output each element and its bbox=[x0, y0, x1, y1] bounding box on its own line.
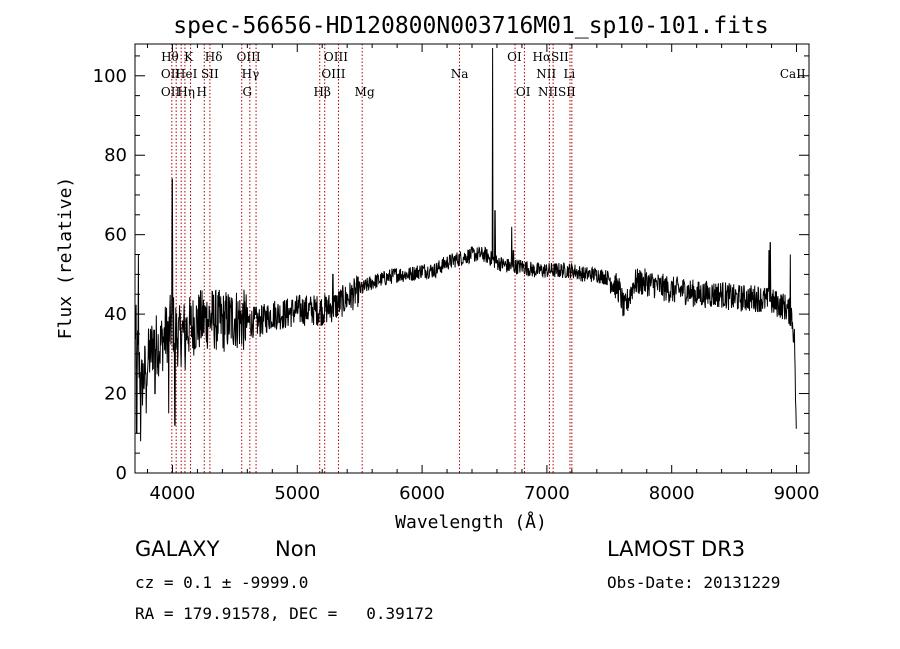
marker-label: OI bbox=[507, 50, 522, 64]
object-class: GALAXY bbox=[135, 537, 220, 561]
marker-label: Li bbox=[563, 67, 575, 81]
marker-label: OIII bbox=[237, 50, 261, 64]
y-axis-label: Flux (relative) bbox=[55, 177, 76, 340]
y-tick-label: 20 bbox=[104, 384, 127, 405]
marker-label: HeI bbox=[175, 67, 198, 81]
x-tick-label: 9000 bbox=[774, 483, 820, 504]
x-tick-label: 5000 bbox=[274, 483, 320, 504]
x-tick-label: 7000 bbox=[524, 483, 570, 504]
chart-title: spec-56656-HD120800N003716M01_sp10-101.f… bbox=[173, 13, 768, 39]
x-axis-ticks: 4000 5000 6000 7000 8000 9000 bbox=[146, 44, 820, 504]
marker-label: OIII bbox=[324, 50, 348, 64]
marker-label: G bbox=[243, 85, 253, 99]
x-tick-label: 6000 bbox=[399, 483, 445, 504]
y-tick-label: 40 bbox=[104, 304, 127, 325]
marker-label: H bbox=[197, 85, 207, 99]
y-tick-label: 100 bbox=[93, 66, 127, 87]
marker-label: Hθ bbox=[161, 50, 179, 64]
obs-date: Obs-Date: 20131229 bbox=[607, 573, 781, 592]
marker-label: HαSII bbox=[532, 50, 569, 64]
marker-label: Hβ bbox=[314, 85, 331, 99]
marker-label: OII bbox=[161, 85, 181, 99]
ra-dec-line: RA = 179.91578, DEC = 0.39172 bbox=[135, 604, 434, 623]
marker-label: NII bbox=[536, 67, 556, 81]
y-tick-label: 60 bbox=[104, 225, 127, 246]
x-tick-label: 4000 bbox=[150, 483, 196, 504]
plot-frame bbox=[134, 43, 810, 474]
y-axis-ticks: 0 20 40 60 80 100 bbox=[93, 55, 809, 484]
marker-label: Na bbox=[451, 67, 469, 81]
marker-label: NIISII bbox=[538, 85, 576, 99]
marker-label: CaII bbox=[780, 67, 806, 81]
marker-label: Hγ bbox=[242, 67, 260, 81]
marker-label: Hη bbox=[177, 85, 195, 99]
y-tick-label: 80 bbox=[104, 145, 127, 166]
marker-label: Hδ bbox=[205, 50, 223, 64]
marker-label: OIII bbox=[321, 67, 345, 81]
redshift-line: cz = 0.1 ± -9999.0 bbox=[135, 573, 309, 592]
marker-label: Mg bbox=[355, 85, 375, 99]
spectrum-line bbox=[134, 47, 797, 442]
x-axis-label: Wavelength (Å) bbox=[395, 511, 547, 533]
marker-label: K bbox=[184, 50, 194, 64]
x-tick-label: 8000 bbox=[649, 483, 695, 504]
marker-label: OI bbox=[516, 85, 531, 99]
survey-label: LAMOST DR3 bbox=[607, 537, 746, 561]
marker-label: OII bbox=[161, 67, 181, 81]
object-subclass: Non bbox=[275, 537, 317, 561]
y-tick-label: 0 bbox=[116, 463, 127, 484]
marker-label: SII bbox=[201, 67, 219, 81]
